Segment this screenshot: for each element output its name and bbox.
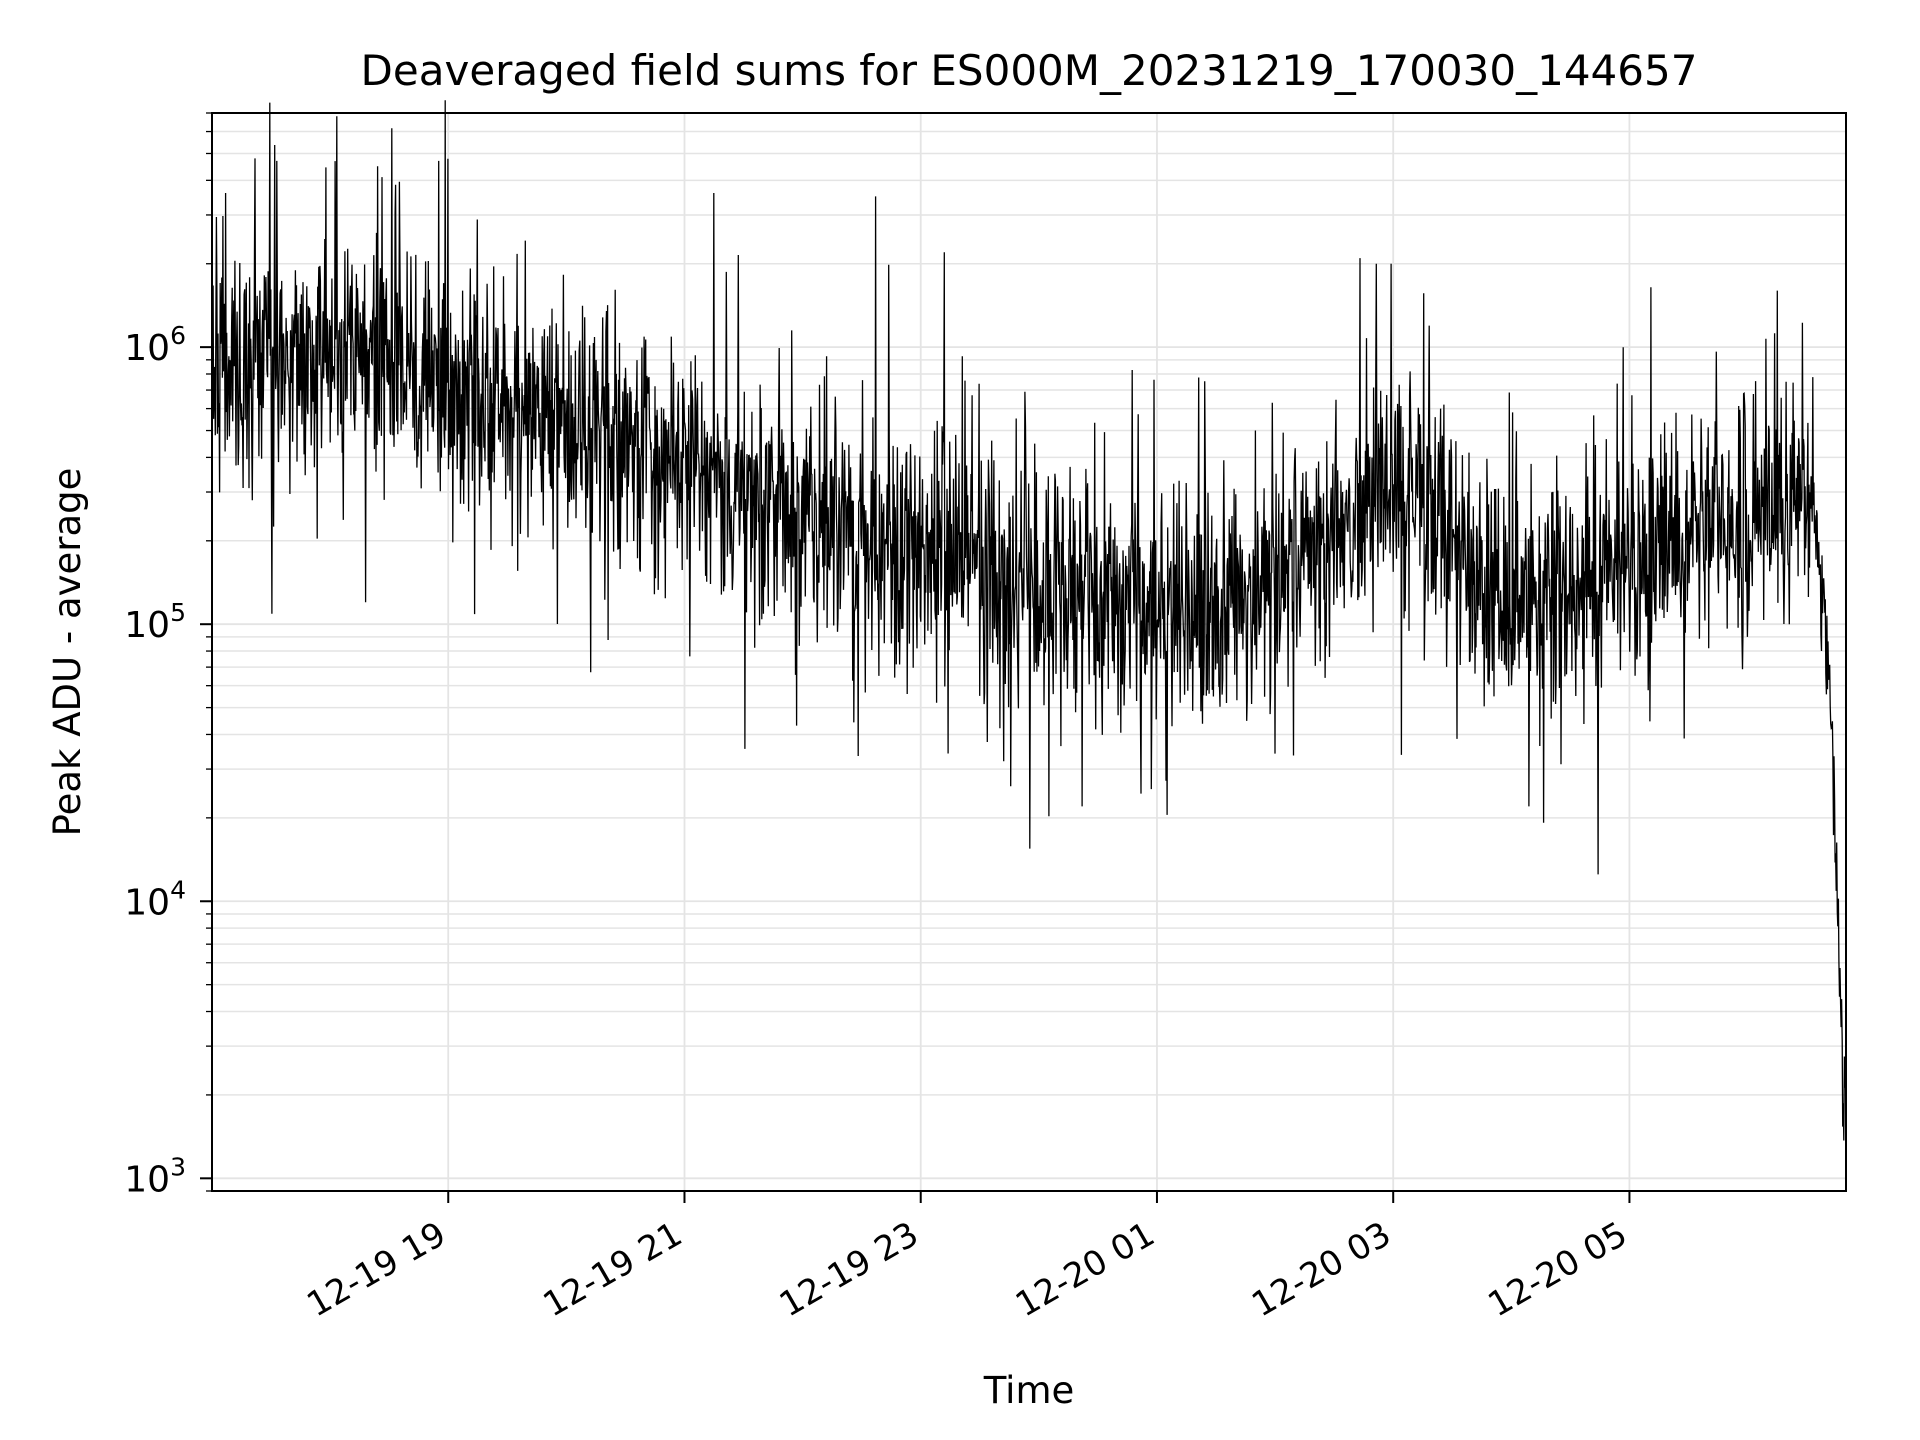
y-tick-label: 105 xyxy=(124,598,186,646)
data-layer xyxy=(211,100,1847,1141)
y-axis-label: Peak ADU - average xyxy=(46,468,89,837)
plot-frame xyxy=(211,112,1847,1192)
y-tick-label: 104 xyxy=(124,875,186,923)
chart-title: Deaveraged field sums for ES000M_2023121… xyxy=(361,46,1698,95)
y-tick-label: 106 xyxy=(124,321,186,369)
y-tick-label: 103 xyxy=(124,1152,186,1200)
y-axis-ticks: 103 104 105 106 xyxy=(124,112,212,1200)
x-axis-label: Time xyxy=(983,1369,1075,1412)
series-line xyxy=(211,100,1847,1141)
